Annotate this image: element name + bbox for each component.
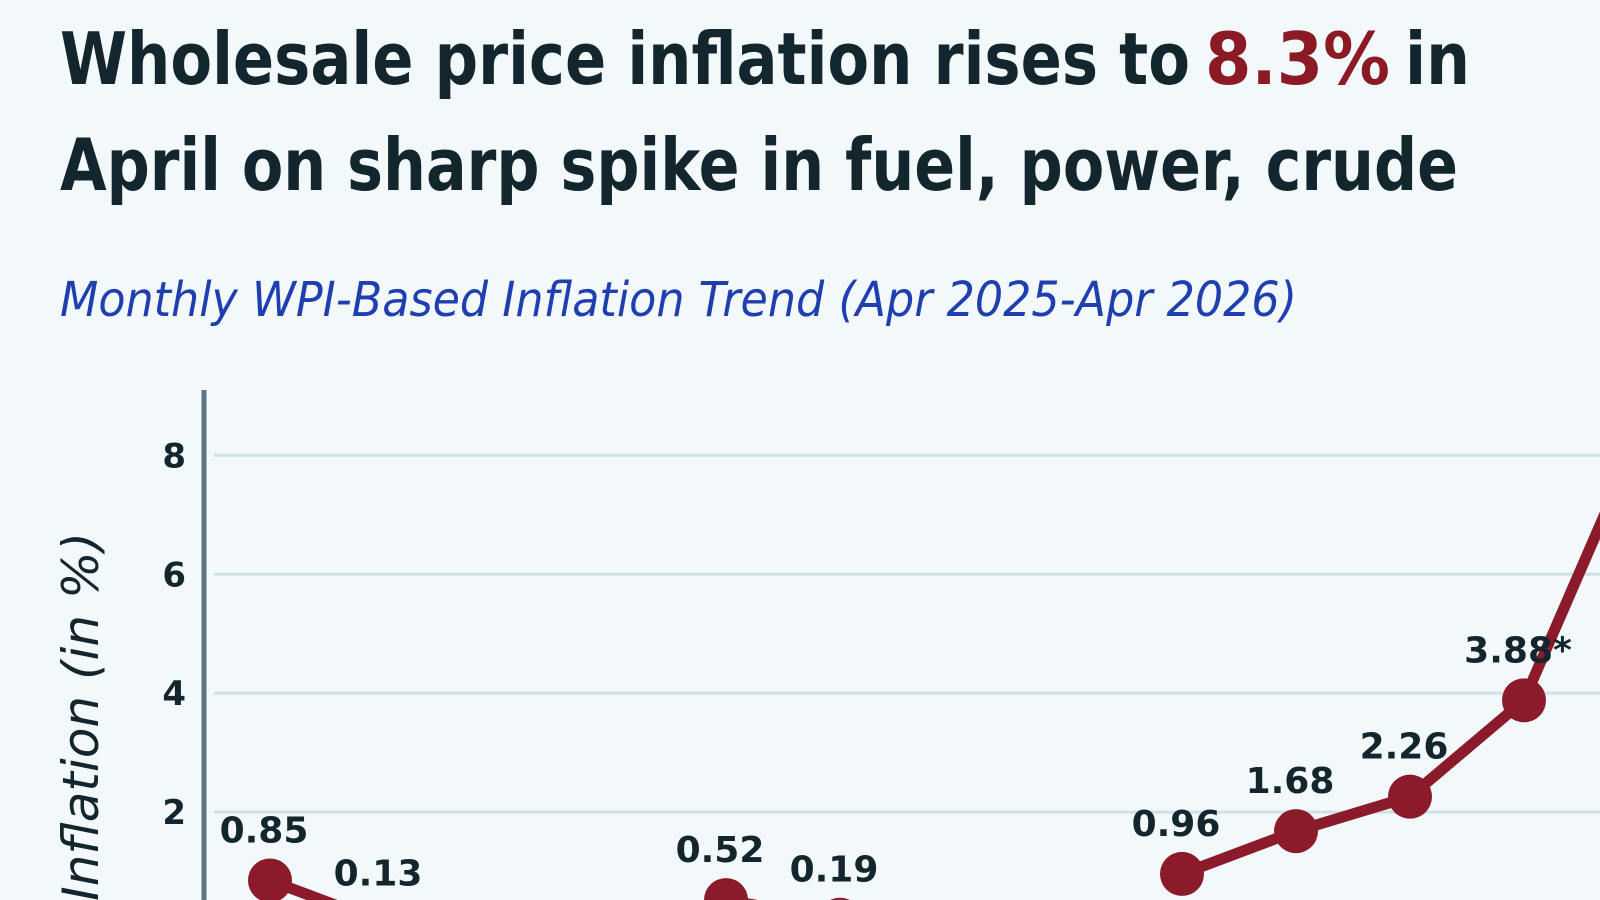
point	[1388, 774, 1432, 819]
point	[1502, 678, 1546, 723]
point	[830, 897, 850, 900]
data-label: 2.26	[1360, 727, 1449, 768]
y-tick-label: 4	[162, 674, 186, 714]
chart-title: April on sharp spike in fuel, power, cru…	[60, 123, 1458, 207]
point	[1274, 809, 1318, 854]
y-tick-label: 6	[162, 555, 186, 595]
point	[248, 858, 292, 900]
chart-title: in	[1405, 17, 1470, 101]
data-label: 0.96	[1132, 804, 1221, 845]
data-label: 0.85	[220, 810, 309, 851]
point	[1160, 851, 1204, 896]
data-label: 3.88*	[1464, 630, 1572, 671]
data-label: 0.52	[676, 830, 765, 871]
chart-subtitle: Monthly WPI-Based Inflation Trend (Apr 2…	[60, 272, 1297, 328]
chart-title: Wholesale price inflation rises to	[60, 17, 1190, 101]
y-axis-label: Inflation (in %)	[52, 532, 110, 900]
data-label: 1.68	[1246, 761, 1335, 802]
data-label: 0.19	[790, 850, 879, 891]
y-tick-label: 8	[162, 436, 186, 476]
y-tick-label: 2	[162, 793, 186, 833]
point	[704, 878, 748, 900]
data-label: 0.13	[334, 853, 423, 894]
chart-title-highlight: 8.3%	[1205, 17, 1390, 101]
